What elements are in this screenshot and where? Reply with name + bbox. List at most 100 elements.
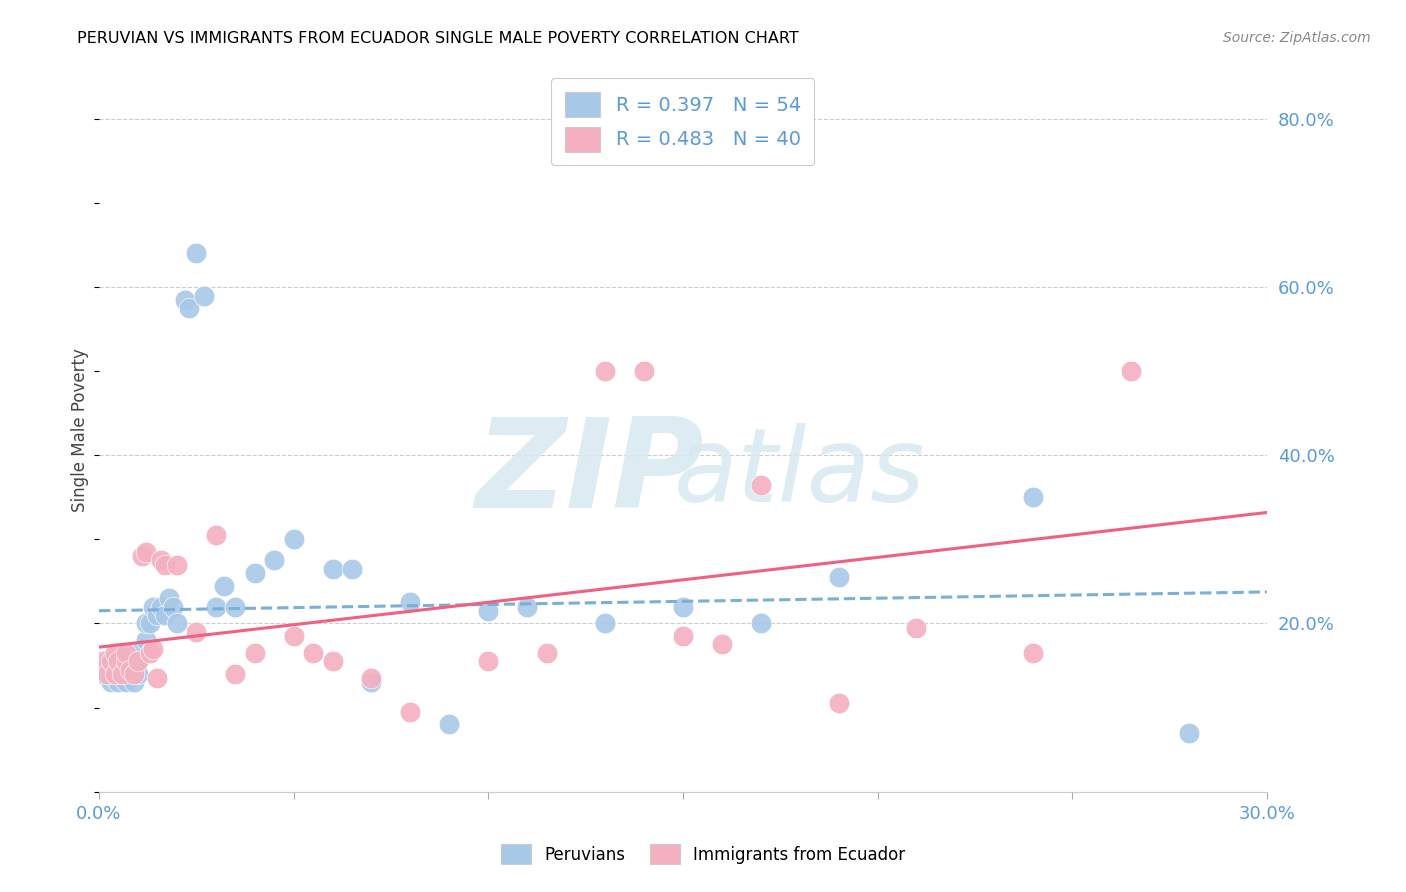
Point bbox=[135, 633, 157, 648]
Point bbox=[212, 579, 235, 593]
Point bbox=[827, 570, 849, 584]
Point bbox=[103, 650, 125, 665]
Point bbox=[322, 562, 344, 576]
Point bbox=[224, 666, 246, 681]
Point bbox=[135, 545, 157, 559]
Point bbox=[399, 595, 422, 609]
Point bbox=[710, 637, 733, 651]
Point bbox=[103, 666, 125, 681]
Point bbox=[162, 599, 184, 614]
Point bbox=[477, 654, 499, 668]
Point bbox=[96, 666, 118, 681]
Point bbox=[672, 599, 695, 614]
Point bbox=[827, 696, 849, 710]
Point bbox=[360, 675, 382, 690]
Point bbox=[340, 562, 363, 576]
Point bbox=[1178, 725, 1201, 739]
Point bbox=[243, 646, 266, 660]
Point bbox=[100, 654, 122, 668]
Point bbox=[146, 671, 169, 685]
Point bbox=[115, 646, 138, 660]
Point bbox=[96, 658, 118, 673]
Point bbox=[905, 621, 928, 635]
Text: atlas: atlas bbox=[673, 424, 925, 524]
Point bbox=[107, 650, 129, 665]
Point bbox=[146, 607, 169, 622]
Point bbox=[360, 671, 382, 685]
Point bbox=[204, 528, 226, 542]
Point bbox=[115, 666, 138, 681]
Point bbox=[100, 654, 122, 668]
Point bbox=[439, 717, 461, 731]
Point bbox=[138, 616, 160, 631]
Point bbox=[131, 641, 153, 656]
Y-axis label: Single Male Poverty: Single Male Poverty bbox=[72, 348, 89, 512]
Legend: Peruvians, Immigrants from Ecuador: Peruvians, Immigrants from Ecuador bbox=[494, 838, 912, 871]
Point bbox=[107, 654, 129, 668]
Point bbox=[1119, 364, 1142, 378]
Point bbox=[103, 666, 125, 681]
Point bbox=[127, 654, 149, 668]
Point bbox=[516, 599, 538, 614]
Point bbox=[150, 599, 173, 614]
Point bbox=[127, 654, 149, 668]
Point bbox=[115, 675, 138, 690]
Point bbox=[1022, 646, 1045, 660]
Point bbox=[107, 675, 129, 690]
Point bbox=[111, 650, 134, 665]
Point bbox=[153, 558, 176, 572]
Point bbox=[111, 666, 134, 681]
Point bbox=[166, 616, 188, 631]
Point bbox=[122, 675, 145, 690]
Text: Source: ZipAtlas.com: Source: ZipAtlas.com bbox=[1223, 31, 1371, 45]
Point bbox=[1022, 491, 1045, 505]
Point bbox=[107, 654, 129, 668]
Point bbox=[120, 666, 142, 681]
Point bbox=[749, 477, 772, 491]
Point bbox=[224, 599, 246, 614]
Point bbox=[749, 616, 772, 631]
Point bbox=[153, 607, 176, 622]
Point bbox=[283, 629, 305, 643]
Point bbox=[111, 666, 134, 681]
Point bbox=[150, 553, 173, 567]
Point bbox=[115, 654, 138, 668]
Point bbox=[322, 654, 344, 668]
Point bbox=[157, 591, 180, 606]
Point bbox=[177, 301, 200, 315]
Point bbox=[672, 629, 695, 643]
Point bbox=[536, 646, 558, 660]
Point bbox=[131, 549, 153, 564]
Point bbox=[477, 604, 499, 618]
Point bbox=[91, 666, 114, 681]
Point bbox=[193, 288, 215, 302]
Point bbox=[120, 650, 142, 665]
Point bbox=[142, 599, 165, 614]
Point bbox=[103, 646, 125, 660]
Text: ZIP: ZIP bbox=[475, 413, 704, 534]
Point bbox=[120, 663, 142, 677]
Point bbox=[166, 558, 188, 572]
Point bbox=[263, 553, 285, 567]
Point bbox=[115, 654, 138, 668]
Point bbox=[399, 705, 422, 719]
Point bbox=[138, 646, 160, 660]
Point bbox=[593, 364, 616, 378]
Point bbox=[186, 624, 208, 639]
Point bbox=[204, 599, 226, 614]
Point bbox=[283, 533, 305, 547]
Point bbox=[122, 666, 145, 681]
Point bbox=[593, 616, 616, 631]
Point bbox=[142, 641, 165, 656]
Point bbox=[100, 675, 122, 690]
Point bbox=[122, 654, 145, 668]
Point bbox=[91, 654, 114, 668]
Point bbox=[135, 616, 157, 631]
Legend: R = 0.397   N = 54, R = 0.483   N = 40: R = 0.397 N = 54, R = 0.483 N = 40 bbox=[551, 78, 814, 165]
Point bbox=[243, 566, 266, 580]
Text: PERUVIAN VS IMMIGRANTS FROM ECUADOR SINGLE MALE POVERTY CORRELATION CHART: PERUVIAN VS IMMIGRANTS FROM ECUADOR SING… bbox=[77, 31, 799, 46]
Point bbox=[302, 646, 325, 660]
Point bbox=[633, 364, 655, 378]
Point bbox=[186, 246, 208, 260]
Point bbox=[173, 293, 195, 307]
